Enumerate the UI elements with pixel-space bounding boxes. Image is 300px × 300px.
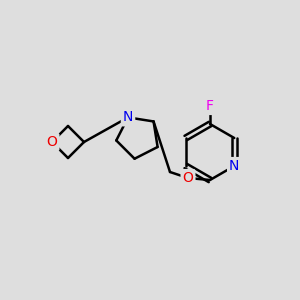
Text: O: O	[183, 171, 194, 185]
Text: N: N	[229, 159, 239, 173]
Text: O: O	[46, 135, 57, 149]
Text: N: N	[123, 110, 133, 124]
Text: F: F	[206, 99, 214, 113]
